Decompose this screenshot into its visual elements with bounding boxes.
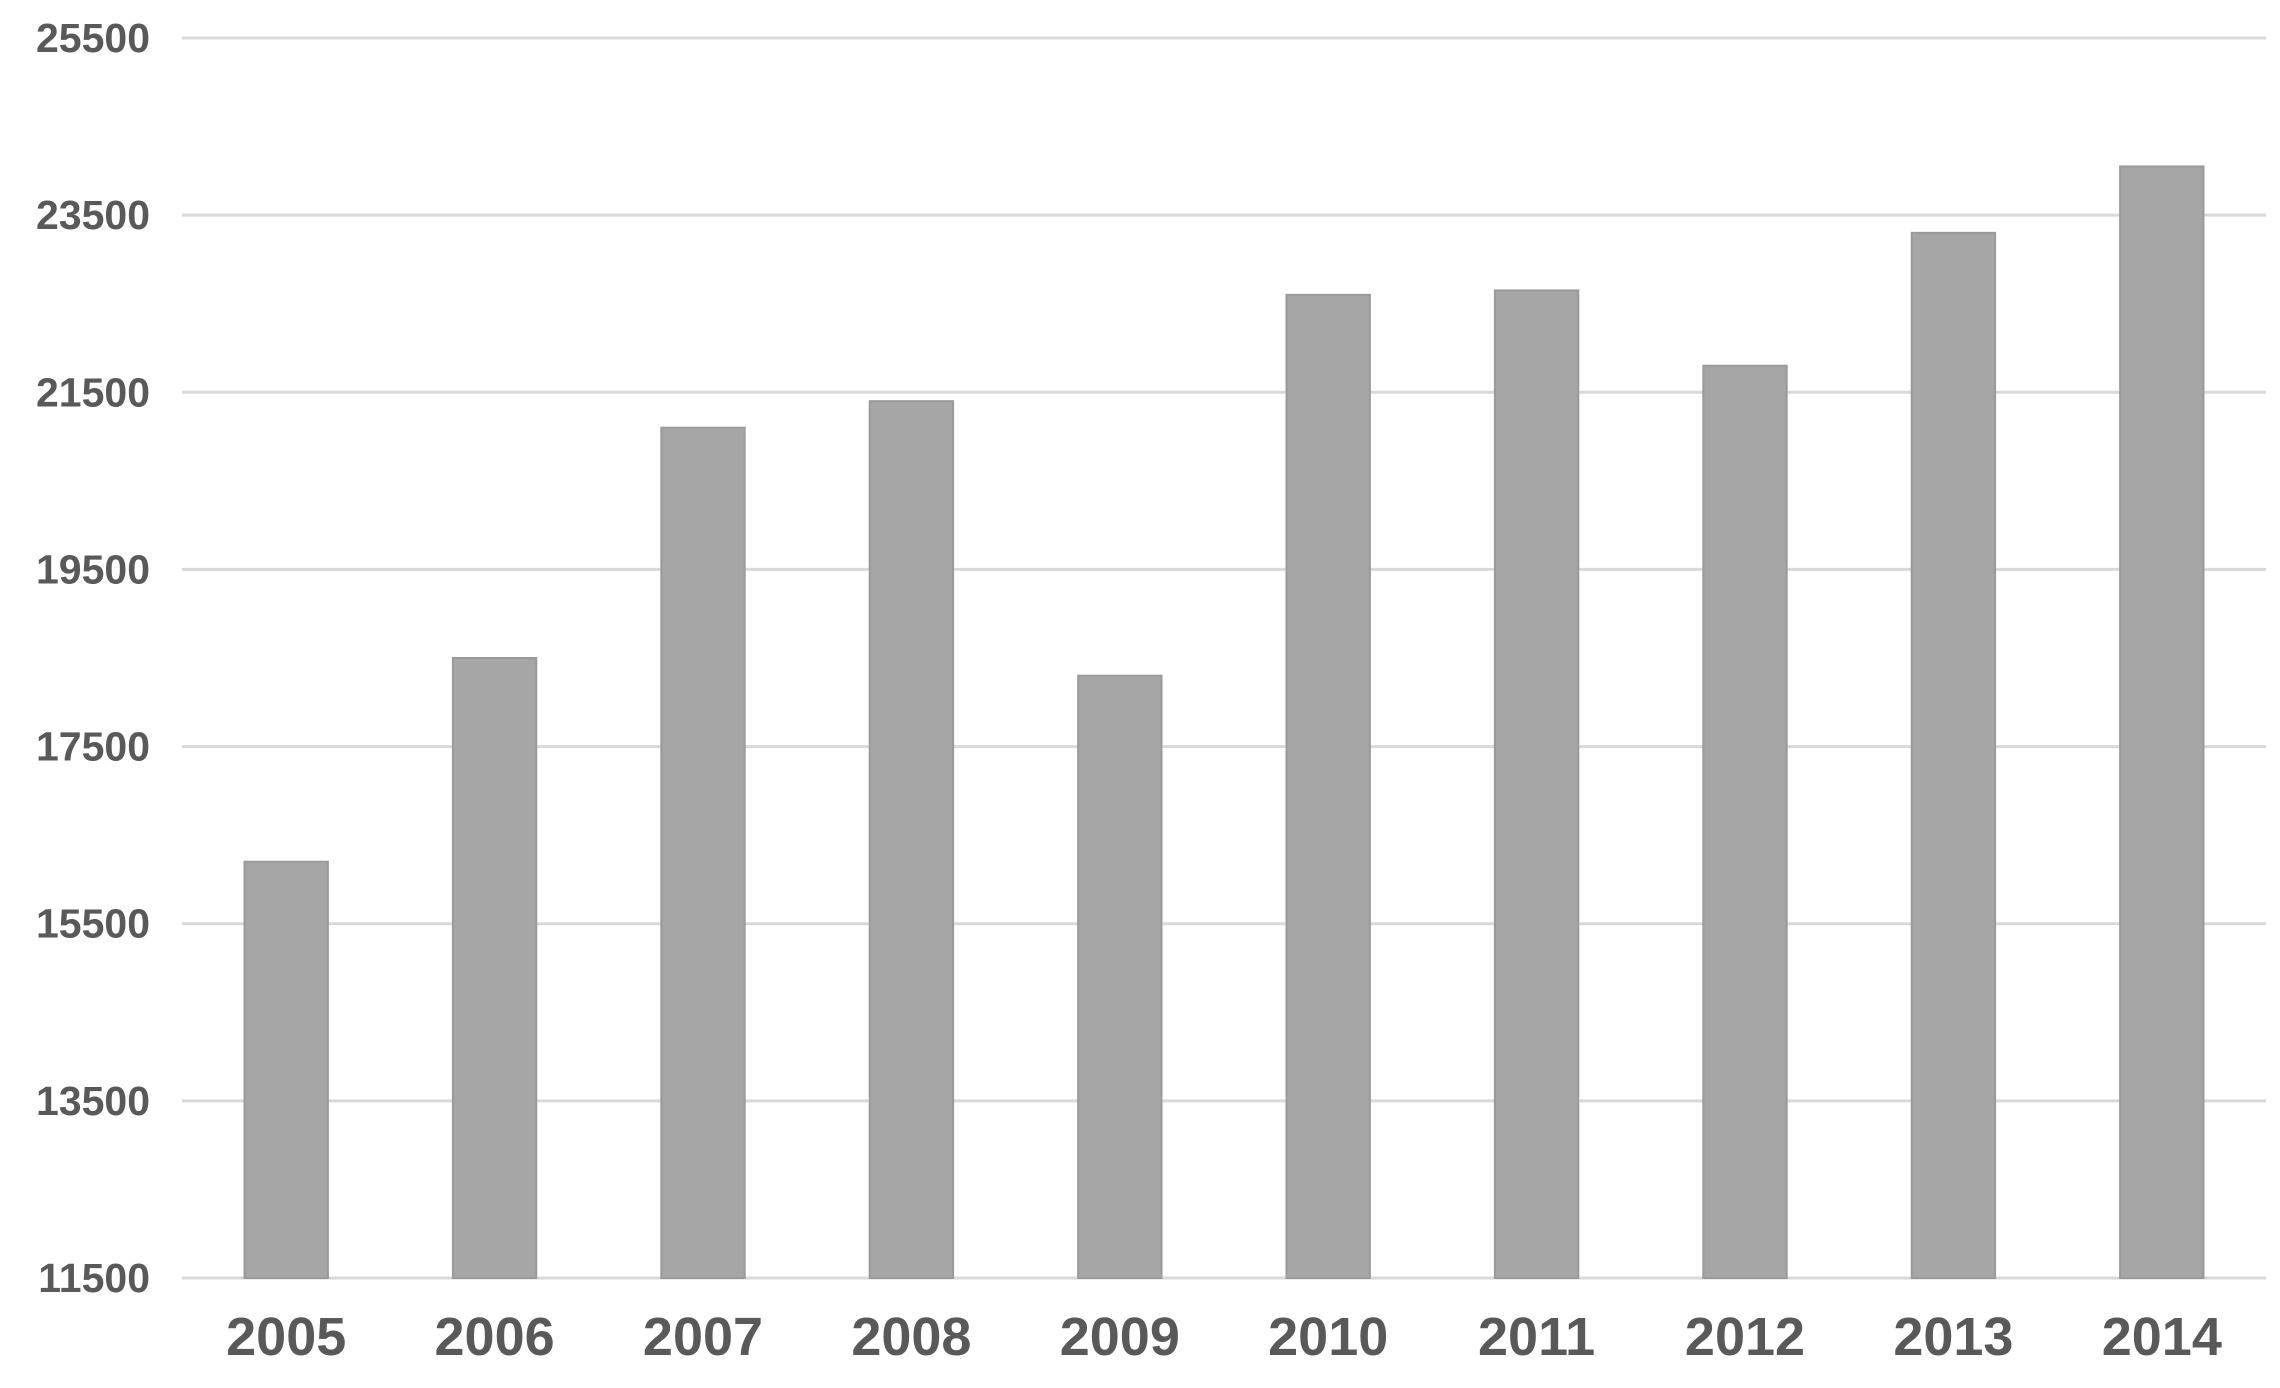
- bar-2012: [1702, 364, 1788, 1279]
- bar-2013: [1910, 231, 1997, 1279]
- x-tick-label: 2011: [1478, 1307, 1595, 1367]
- x-tick-label: 2012: [1685, 1307, 1805, 1367]
- x-tick-label: 2014: [2102, 1307, 2222, 1367]
- y-tick-label: 23500: [36, 192, 150, 238]
- y-tick-label: 13500: [36, 1078, 150, 1124]
- y-tick-label: 11500: [38, 1255, 150, 1301]
- x-tick-label: 2008: [851, 1307, 971, 1367]
- x-tick-label: 2006: [435, 1307, 555, 1367]
- x-tick-label: 2005: [226, 1307, 346, 1367]
- y-tick-label: 17500: [36, 724, 150, 770]
- bar-2011: [1493, 289, 1580, 1279]
- y-tick-label: 15500: [36, 901, 150, 947]
- bar-2010: [1285, 293, 1371, 1280]
- bar-2009: [1077, 674, 1163, 1279]
- bar-2014: [2119, 165, 2205, 1279]
- y-tick-label: 21500: [36, 369, 150, 415]
- bar-2005: [243, 860, 329, 1279]
- x-tick-label: 2007: [643, 1307, 763, 1367]
- x-tick-label: 2009: [1060, 1307, 1180, 1367]
- y-axis: 11500 13500 15500 17500 19500 21500 23500 25500: [36, 15, 150, 1301]
- bars: [243, 165, 2205, 1280]
- y-tick-label: 19500: [36, 546, 150, 592]
- x-tick-label: 2010: [1268, 1307, 1388, 1367]
- x-axis: 2005 2006 2007 2008 2009 2010 2011 2012 2013 2014: [226, 1307, 2222, 1367]
- x-tick-label: 2013: [1893, 1307, 2013, 1367]
- bar-2008: [868, 400, 955, 1279]
- bar-2007: [660, 426, 746, 1279]
- bar-2006: [451, 657, 538, 1279]
- y-tick-label: 25500: [36, 15, 150, 61]
